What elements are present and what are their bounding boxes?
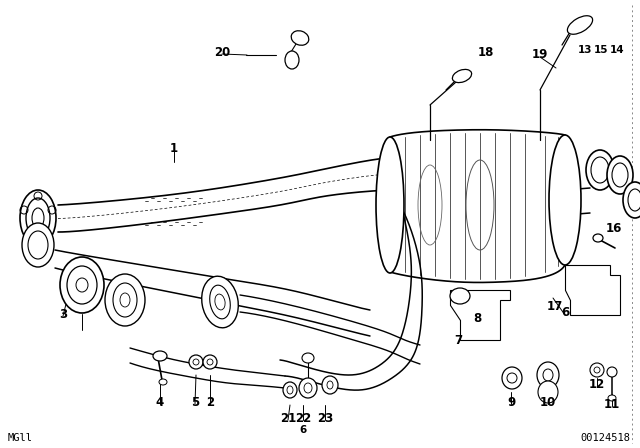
Text: 20: 20: [214, 46, 230, 59]
Ellipse shape: [327, 381, 333, 389]
Ellipse shape: [285, 51, 299, 69]
Ellipse shape: [607, 367, 617, 377]
Ellipse shape: [120, 293, 130, 307]
Ellipse shape: [207, 359, 213, 365]
Ellipse shape: [537, 362, 559, 388]
Ellipse shape: [60, 257, 104, 313]
Polygon shape: [450, 290, 510, 340]
Ellipse shape: [20, 190, 56, 246]
Text: 11: 11: [604, 397, 620, 410]
Text: 5: 5: [191, 396, 199, 409]
Ellipse shape: [586, 150, 614, 190]
Text: 15: 15: [594, 45, 608, 55]
Text: 22: 22: [295, 412, 311, 425]
Ellipse shape: [210, 285, 230, 319]
Ellipse shape: [189, 355, 203, 369]
Text: 19: 19: [532, 48, 548, 61]
Ellipse shape: [153, 351, 167, 361]
Ellipse shape: [302, 353, 314, 363]
Text: 2: 2: [206, 396, 214, 409]
Text: 17: 17: [547, 300, 563, 313]
Ellipse shape: [113, 283, 137, 317]
Ellipse shape: [322, 376, 338, 394]
Text: 9: 9: [507, 396, 515, 409]
Ellipse shape: [450, 288, 470, 304]
Text: 1: 1: [170, 142, 178, 155]
Text: 3: 3: [59, 307, 67, 320]
Ellipse shape: [549, 135, 581, 265]
Ellipse shape: [612, 163, 628, 187]
Ellipse shape: [28, 231, 48, 259]
Ellipse shape: [283, 382, 297, 398]
Text: 18: 18: [478, 46, 494, 59]
Ellipse shape: [538, 381, 558, 403]
Text: 13: 13: [578, 45, 592, 55]
Ellipse shape: [22, 223, 54, 267]
Text: 00124518: 00124518: [580, 433, 630, 443]
Text: 12: 12: [589, 379, 605, 392]
Ellipse shape: [623, 182, 640, 218]
Ellipse shape: [591, 157, 609, 183]
Ellipse shape: [608, 395, 616, 401]
Ellipse shape: [543, 369, 553, 381]
Ellipse shape: [26, 198, 50, 238]
Text: MGll: MGll: [8, 433, 33, 443]
Ellipse shape: [67, 266, 97, 304]
Ellipse shape: [452, 69, 472, 82]
Ellipse shape: [105, 274, 145, 326]
Ellipse shape: [607, 156, 633, 194]
Ellipse shape: [215, 294, 225, 310]
Ellipse shape: [32, 208, 44, 228]
Text: 6: 6: [561, 306, 569, 319]
Text: 10: 10: [540, 396, 556, 409]
Ellipse shape: [291, 31, 308, 45]
Text: 14: 14: [610, 45, 624, 55]
Text: 6: 6: [300, 425, 307, 435]
Ellipse shape: [594, 367, 600, 373]
Ellipse shape: [193, 359, 199, 365]
Ellipse shape: [568, 16, 593, 34]
Ellipse shape: [376, 137, 404, 273]
Ellipse shape: [590, 363, 604, 377]
Ellipse shape: [76, 278, 88, 292]
Ellipse shape: [287, 386, 293, 394]
Ellipse shape: [159, 379, 167, 385]
Ellipse shape: [304, 383, 312, 393]
Ellipse shape: [593, 234, 603, 242]
Polygon shape: [565, 265, 620, 315]
Text: 16: 16: [606, 221, 622, 234]
Ellipse shape: [202, 276, 238, 328]
Text: 4: 4: [156, 396, 164, 409]
Ellipse shape: [628, 189, 640, 211]
Ellipse shape: [299, 378, 317, 398]
Text: 7: 7: [454, 333, 462, 346]
Ellipse shape: [507, 373, 517, 383]
Ellipse shape: [502, 367, 522, 389]
Text: 23: 23: [317, 412, 333, 425]
Text: 8: 8: [473, 311, 481, 324]
Text: 21: 21: [280, 412, 296, 425]
Ellipse shape: [203, 355, 217, 369]
